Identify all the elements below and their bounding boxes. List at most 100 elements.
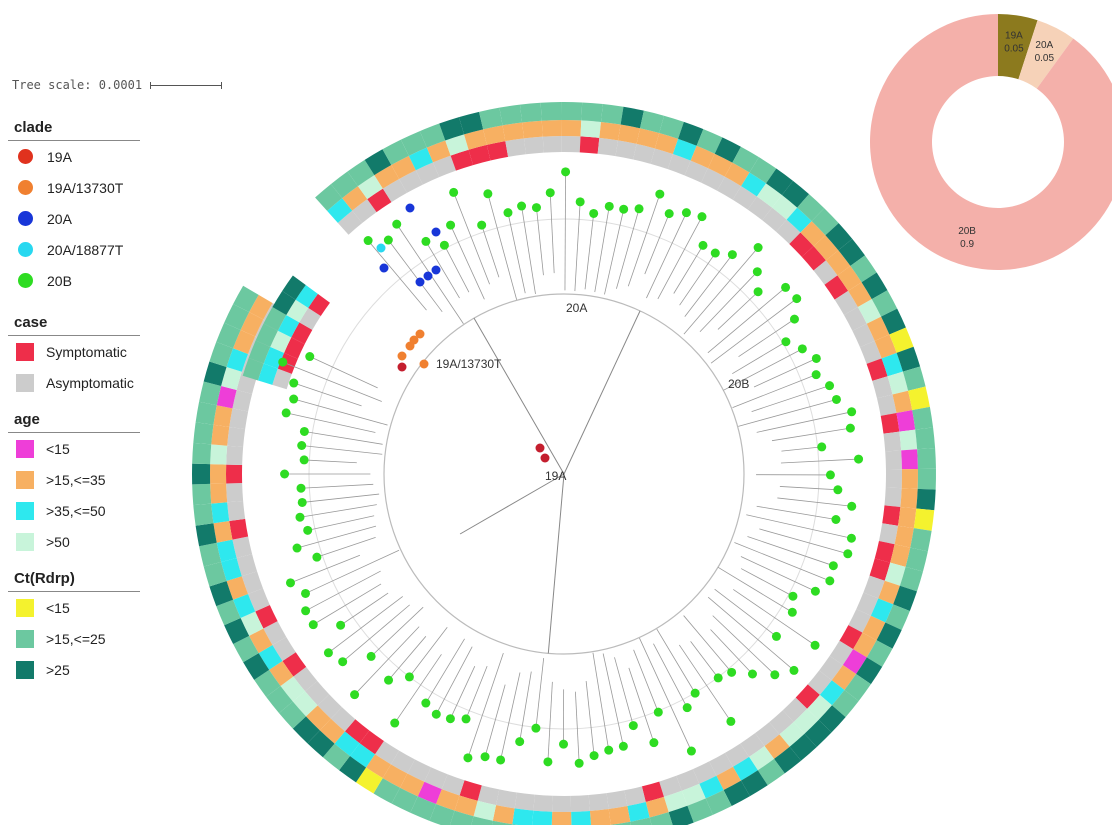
- tree-branch: [282, 361, 382, 402]
- case-ring-segment: [291, 322, 313, 345]
- ct-ring-segment: [192, 483, 212, 506]
- tree-branch: [781, 446, 822, 452]
- ct-ring-segment: [391, 787, 418, 813]
- age-ring-segment: [733, 756, 758, 781]
- tip-20B: [810, 640, 820, 650]
- tip-20B: [604, 745, 614, 755]
- age-ring-segment: [589, 809, 611, 825]
- tip-20B: [559, 739, 569, 749]
- legend-swatch: [16, 439, 34, 458]
- tip-20A: [379, 263, 389, 273]
- tree-branch: [616, 208, 640, 289]
- case-ring-segment: [725, 743, 750, 767]
- age-ring-segment: [270, 330, 292, 353]
- tip-20B: [463, 753, 473, 763]
- ct-ring-segment: [696, 129, 723, 154]
- tree-branch: [340, 592, 389, 626]
- tree-branch: [779, 486, 838, 491]
- age-ring-segment: [681, 783, 706, 806]
- age-ring-segment: [532, 810, 553, 825]
- ct-ring-segment: [242, 357, 264, 381]
- donut-label-value: 0.05: [1004, 43, 1024, 54]
- legend-swatch: [16, 373, 34, 392]
- donut-slice-19A: [998, 14, 1038, 80]
- tree-branch: [628, 667, 655, 743]
- tip-20B: [753, 287, 763, 297]
- ct-ring-segment: [789, 733, 817, 761]
- tree-branch: [459, 473, 565, 535]
- age-ring-segment: [862, 615, 886, 641]
- tip-20B: [831, 515, 841, 525]
- tip-20B: [301, 606, 311, 616]
- case-ring-segment: [579, 136, 600, 154]
- age-ring-segment: [786, 207, 812, 233]
- ct-ring-segment: [850, 255, 877, 283]
- legend-label: >15,<=35: [46, 471, 106, 488]
- tip-19A-13730T: [419, 359, 429, 369]
- tree-branch: [678, 644, 732, 722]
- tip-20B: [664, 209, 674, 219]
- age-ring-segment: [233, 330, 256, 354]
- ct-ring-segment: [831, 689, 859, 718]
- tree-branch: [679, 252, 716, 306]
- legend-item: >35,<=50: [8, 495, 140, 526]
- legend-item: 19A/13730T: [8, 172, 140, 203]
- age-ring-segment: [435, 789, 460, 811]
- ct-ring-segment: [279, 701, 306, 729]
- case-ring-segment: [226, 445, 244, 466]
- tip-20B: [461, 714, 471, 724]
- tree-branch: [594, 206, 610, 293]
- case-ring-segment: [813, 260, 838, 285]
- case-ring-segment: [299, 307, 321, 330]
- tree-branch: [309, 356, 378, 389]
- tip-20B: [634, 204, 644, 214]
- case-ring-segment: [795, 684, 820, 709]
- ct-ring-segment: [255, 323, 278, 347]
- age-ring-segment: [772, 195, 798, 220]
- tip-20B: [366, 651, 376, 661]
- case-ring-segment: [880, 412, 900, 434]
- case-ring-segment: [747, 196, 773, 221]
- donut-label-name: 19A: [1005, 30, 1023, 41]
- age-ring-segment: [779, 722, 805, 747]
- tip-20B: [752, 267, 762, 277]
- tree-branch: [627, 193, 661, 287]
- age-ring-segment: [327, 198, 353, 223]
- tip-20B: [833, 485, 843, 495]
- ct-ring-segment: [471, 816, 493, 825]
- legend-swatch: [16, 470, 34, 489]
- age-ring-segment: [901, 449, 918, 470]
- tip-20B: [686, 746, 696, 756]
- age-ring-segment: [210, 483, 228, 504]
- ct-ring-segment: [818, 705, 846, 733]
- ct-ring-segment: [899, 566, 923, 592]
- tip-20B: [589, 208, 599, 218]
- age-ring-segment: [807, 694, 832, 720]
- legend-item: >15,<=35: [8, 464, 140, 495]
- legend-swatch: [16, 660, 34, 679]
- case-ring-segment: [684, 160, 708, 183]
- age-ring-segment: [286, 299, 309, 323]
- ct-ring-segment: [382, 139, 409, 165]
- tip-20B: [439, 240, 449, 250]
- age-ring-segment: [636, 128, 660, 149]
- case-ring-segment: [374, 740, 400, 765]
- case-ring-segment: [755, 722, 780, 747]
- tree-branch: [707, 287, 786, 354]
- tree-branch: [732, 341, 787, 375]
- age-ring-segment: [211, 424, 230, 446]
- legend-item: <15: [8, 592, 140, 623]
- ct-ring-segment: [876, 622, 902, 649]
- tip-20B: [421, 236, 431, 246]
- tree-branch: [780, 458, 859, 464]
- clade-label-19A-13730T: 19A/13730T: [436, 357, 502, 371]
- ct-ring-segment: [896, 346, 921, 372]
- age-ring-segment: [226, 576, 249, 600]
- ct-ring-segment: [885, 604, 910, 631]
- legend-age-title: age: [8, 408, 140, 433]
- legend-swatch: [16, 501, 34, 520]
- ct-ring-segment: [908, 386, 930, 411]
- ct-ring-segment: [714, 137, 741, 163]
- tree-branch: [313, 583, 382, 625]
- case-ring-segment: [762, 207, 787, 232]
